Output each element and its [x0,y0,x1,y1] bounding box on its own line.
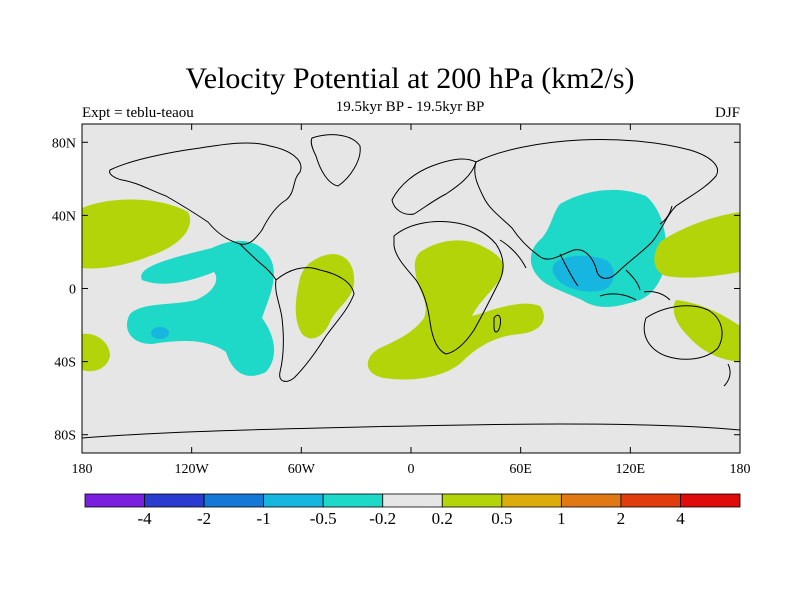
colorbar-label: 0.2 [432,509,453,528]
x-tick-label: 180 [72,462,93,477]
chart-subtitle: 19.5kyr BP - 19.5kyr BP [336,99,485,115]
x-tick-label: 60W [288,462,316,477]
colorbar-swatch [560,493,622,508]
y-tick-label: 80S [54,429,76,444]
x-tick-label: 180 [730,462,751,477]
region-negative-east-pacific [126,240,275,376]
colorbar-swatch [203,493,265,508]
colorbar-label: -0.5 [310,509,337,528]
region-positive-australia [673,300,740,362]
colorbar-swatch [620,493,681,508]
colorbar-label: -0.2 [369,509,396,528]
colorbar-label: -4 [137,509,152,528]
colorbar-label: -1 [257,509,271,528]
chart-title: Velocity Potential at 200 hPa (km2/s) [185,62,634,95]
colorbar-label: 2 [617,509,626,528]
coastlines [82,134,740,439]
colorbar-label: 1 [557,509,566,528]
colorbar-swatch [322,493,384,508]
x-tick-label: 120E [616,462,646,477]
colorbar-swatch [501,493,562,508]
region-negative-south-pacific-core [151,327,169,339]
x-tick-label: 120W [175,462,210,477]
colorbar-swatch [441,493,503,508]
region-negative-indian-ocean-core [552,255,615,292]
colorbar-swatch [144,493,205,508]
y-tick-label: 0 [69,283,76,298]
region-positive-south-america [295,254,355,339]
y-tick-label: 40N [52,209,76,224]
colorbar-swatch [382,493,443,508]
x-tick-label: 0 [408,462,415,477]
region-positive-africa [367,240,544,380]
colorbar-label: 0.5 [491,509,512,528]
region-positive-west-pacific [654,212,740,278]
season-label: DJF [715,105,740,121]
colorbar-swatch [680,493,741,508]
x-tick-label: 60E [509,462,532,477]
colorbar-label: -2 [197,509,211,528]
colorbar-swatch [84,493,145,508]
region-positive-south-pacific-west [82,333,110,372]
experiment-label: Expt = teblu-teaou [82,105,194,121]
region-positive-north-pacific [82,199,191,269]
y-tick-label: 40S [54,356,76,371]
map-axes: 180 120W 60W 0 60E 120E 180 80N 40N 0 40S 80S [52,124,751,477]
colorbar: -4 -2 -1 -0.5 -0.2 0.2 0.5 1 2 4 [84,493,741,528]
colorbar-swatch [263,493,324,508]
colorbar-label: 4 [676,509,685,528]
contour-fills [82,134,740,439]
y-tick-label: 80N [52,136,76,151]
